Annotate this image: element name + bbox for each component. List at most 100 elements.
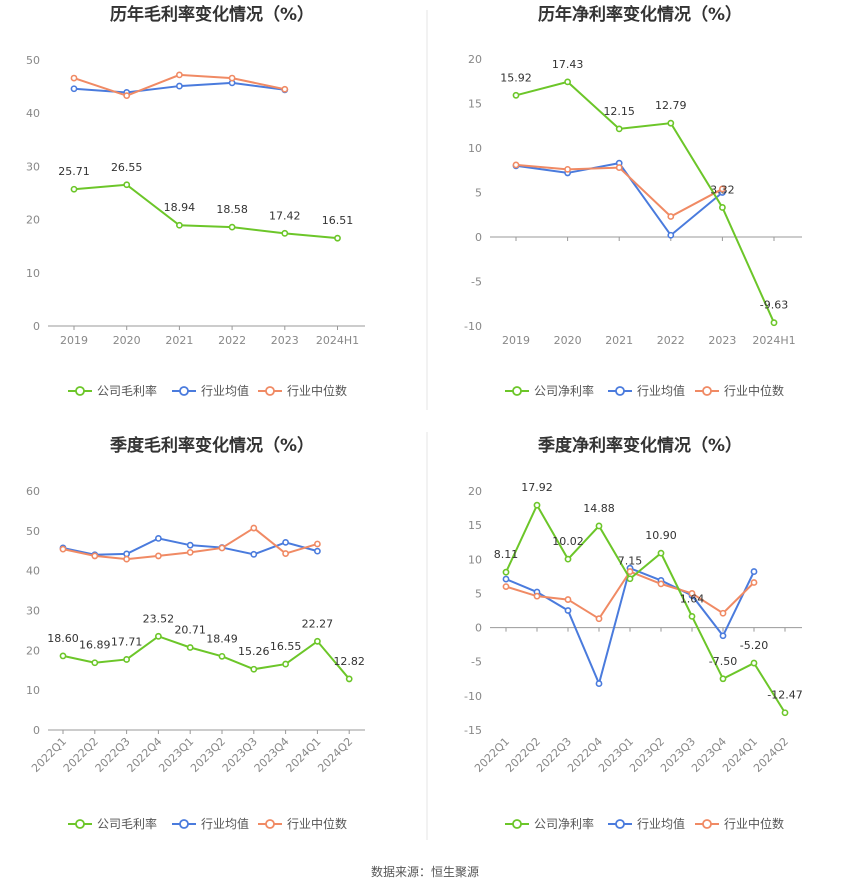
data-point-avg [282,538,289,546]
data-label: 26.55 [111,161,143,174]
y-tick-label: 50 [26,525,40,538]
data-point-median [175,71,183,79]
legend-marker-icon [702,819,712,829]
x-tick-label: 2023 [708,334,736,347]
series-line-company [62,635,350,680]
y-tick-label: 20 [468,485,482,498]
data-point-avg [186,541,194,549]
data-point-company [750,659,758,667]
data-label: 8.11 [494,548,519,561]
data-point-median [564,165,571,173]
y-tick-label: 15 [468,98,482,111]
data-point-median [123,555,130,563]
data-label: 17.71 [111,635,143,648]
data-label: 17.43 [552,58,584,71]
data-label: -5.20 [740,639,768,652]
data-point-median [70,74,78,82]
data-label: 18.60 [47,632,79,645]
data-point-company [282,660,289,668]
data-point-company [626,575,634,583]
x-tick-label: 2020 [113,334,141,347]
data-point-company [345,675,353,683]
x-tick-label: 2021 [605,334,633,347]
data-point-median [719,185,726,193]
legend-item-median[interactable]: 行业中位数 [258,383,347,398]
legend-item-company[interactable]: 公司净利率 [505,383,594,398]
data-point-median [595,615,603,623]
legend-item-company[interactable]: 公司毛利率 [68,816,157,831]
data-point-median [615,164,623,171]
x-tick-label: 2022 [657,334,685,347]
data-point-company [91,659,99,667]
chart-panel-2: 历年净利率变化情况（%） -10 -5 0 5 10 15 20 2019 2020 2021 202… [464,4,802,398]
legend-item-avg[interactable]: 行业均值 [172,816,249,831]
data-point-median [186,548,194,556]
legend-item-median[interactable]: 行业中位数 [695,816,784,831]
y-tick-label: 20 [26,214,40,227]
data-label: 18.49 [206,632,238,645]
x-tick-label: 2024Q2 [751,735,791,775]
data-label: 12.15 [603,105,635,118]
data-label: 25.71 [58,165,90,178]
data-point-company [186,644,194,651]
y-tick-label: -15 [464,724,482,737]
data-label: 16.89 [79,639,111,652]
data-point-avg [154,535,162,542]
legend-marker-icon [512,819,522,829]
y-tick-label: 0 [33,320,40,333]
data-label: -7.50 [709,655,737,668]
x-tick-label: 2024Q2 [315,735,355,775]
data-point-median [719,609,727,617]
y-tick-label: 15 [468,519,482,532]
legend-label: 公司净利率 [534,383,594,398]
data-point-avg [502,575,510,583]
legend-label: 行业均值 [637,383,685,398]
legend-item-avg[interactable]: 行业均值 [608,816,685,831]
y-tick-label: 5 [475,587,482,600]
data-point-median [502,583,510,590]
legend-item-median[interactable]: 行业中位数 [695,383,784,398]
data-point-avg [175,82,183,90]
data-point-company [533,501,541,509]
chart-panel-4: 季度净利率变化情况（%）-15-10-5051015202022Q12022Q2… [464,435,803,831]
data-point-avg [250,550,258,558]
y-tick-label: 40 [26,565,40,578]
y-tick-label: 20 [26,644,40,657]
legend-marker-icon [615,386,625,396]
y-tick-label: -5 [471,276,482,289]
data-point-median [218,544,226,552]
legend-label: 公司毛利率 [97,383,157,398]
series-line-company [515,80,775,324]
data-point-avg [313,547,321,555]
legend-marker-icon [702,386,712,396]
data-point-company [228,223,236,231]
y-tick-label: -10 [464,690,482,703]
legend-item-avg[interactable]: 行业均值 [608,383,685,398]
data-point-company [564,555,572,563]
legend-item-company[interactable]: 公司毛利率 [68,383,157,398]
legend-item-avg[interactable]: 行业均值 [172,383,249,398]
y-tick-label: -10 [464,320,482,333]
data-point-company [123,181,131,189]
y-tick-label: 0 [33,724,40,737]
data-point-company [512,91,520,99]
y-tick-label: 10 [468,553,482,566]
x-tick-label: 2019 [502,334,530,347]
legend-item-company[interactable]: 公司净利率 [505,816,594,831]
data-point-median [282,550,289,557]
data-point-company [502,568,510,576]
data-label: 10.02 [552,535,584,548]
legend-label: 行业均值 [201,816,249,831]
data-label: 12.82 [333,655,365,668]
data-point-median [59,545,67,553]
legend-label: 行业中位数 [287,816,347,831]
x-tick-label: 2024H1 [316,334,359,347]
y-tick-label: 0 [475,622,482,635]
y-tick-label: 40 [26,107,40,120]
y-tick-label: 10 [26,684,40,697]
legend-marker-icon [265,386,275,396]
legend-label: 行业中位数 [724,383,784,398]
legend-item-median[interactable]: 行业中位数 [258,816,347,831]
data-point-median [564,596,572,603]
data-point-company [334,234,341,242]
